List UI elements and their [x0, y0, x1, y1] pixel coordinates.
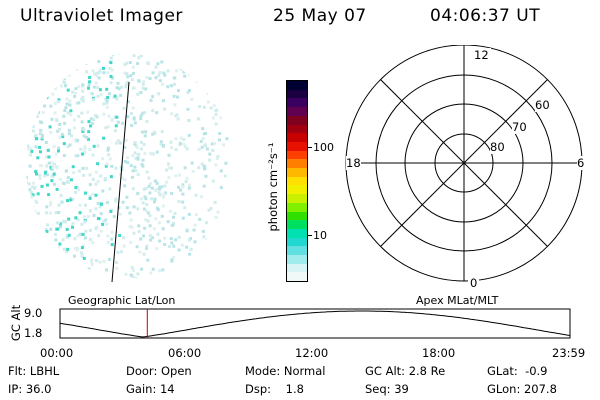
colorbar-segment: [287, 150, 307, 160]
terminator-line: [111, 81, 130, 283]
colorbar-segment: [287, 168, 307, 177]
status-dsp: Dsp: 1.8: [245, 382, 304, 396]
lat-label-70: 70: [512, 120, 527, 134]
altitude-plot: [59, 308, 571, 339]
colorbar-segment: [287, 211, 307, 221]
colorbar-segment: [287, 107, 307, 116]
xtick-2359: 23:59: [552, 346, 586, 360]
xtick-1200: 12:00: [295, 346, 329, 360]
colorbar-segment: [287, 202, 307, 212]
status-seq: Seq: 39: [365, 382, 409, 396]
colorbar-segment: [287, 246, 307, 256]
altitude-ytick-top: 9.0: [24, 306, 43, 320]
xtick-1800: 18:00: [422, 346, 456, 360]
colorbar-segment: [287, 176, 307, 186]
colorbar-tick-10: 10: [313, 229, 327, 242]
colorbar-segment: [287, 141, 307, 151]
altitude-curve: [59, 310, 571, 338]
colorbar-segment: [287, 194, 307, 203]
status-gain: Gain: 14: [126, 382, 175, 396]
colorbar-segment: [287, 237, 307, 247]
status-flt: Flt: LBHL: [8, 364, 60, 378]
colorbar-segment: [287, 228, 307, 238]
lat-label-60: 60: [535, 98, 550, 112]
colorbar: [286, 80, 308, 282]
mlt-label-18: 18: [346, 156, 361, 170]
geographic-title: Geographic Lat/Lon: [68, 294, 176, 307]
colorbar-segment: [287, 98, 307, 108]
status-glat: GLat: -0.9: [487, 364, 548, 378]
mlt-label-6: 6: [577, 156, 585, 170]
colorbar-segment: [287, 133, 307, 142]
status-gc-alt: GC Alt: 2.8 Re: [365, 364, 446, 378]
apex-title: Apex MLat/MLT: [416, 294, 499, 307]
status-mode: Mode: Normal: [245, 364, 326, 378]
time-label: 04:06:37 UT: [430, 6, 541, 26]
xtick-0600: 06:00: [168, 346, 202, 360]
colorbar-segment: [287, 255, 307, 264]
colorbar-unit-label: photon cm⁻²s⁻¹: [266, 142, 280, 232]
mlt-label-12: 12: [472, 48, 491, 62]
status-glon: GLon: 207.8: [487, 382, 557, 396]
colorbar-segment: [287, 115, 307, 125]
colorbar-tick-100: 100: [313, 141, 334, 154]
colorbar-segment: [287, 81, 307, 90]
colorbar-segment: [287, 124, 307, 134]
colorbar-segment: [287, 89, 307, 99]
colorbar-segment: [287, 220, 307, 229]
altitude-ytick-bottom: 1.8: [24, 326, 43, 340]
xtick-0000: 00:00: [40, 346, 74, 360]
instrument-title: Ultraviolet Imager: [20, 6, 183, 26]
date-label: 25 May 07: [273, 6, 367, 26]
status-ip: IP: 36.0: [8, 382, 52, 396]
status-door: Door: Open: [126, 364, 192, 378]
mlt-label-0: 0: [468, 276, 480, 290]
colorbar-segment: [287, 272, 307, 282]
uv-image-disk: [26, 54, 232, 283]
lat-label-80: 80: [490, 140, 505, 154]
colorbar-segment: [287, 263, 307, 273]
polar-grid: [345, 45, 583, 282]
colorbar-segment: [287, 159, 307, 169]
altitude-ylabel: GC Alt: [9, 304, 23, 342]
colorbar-segment: [287, 185, 307, 195]
